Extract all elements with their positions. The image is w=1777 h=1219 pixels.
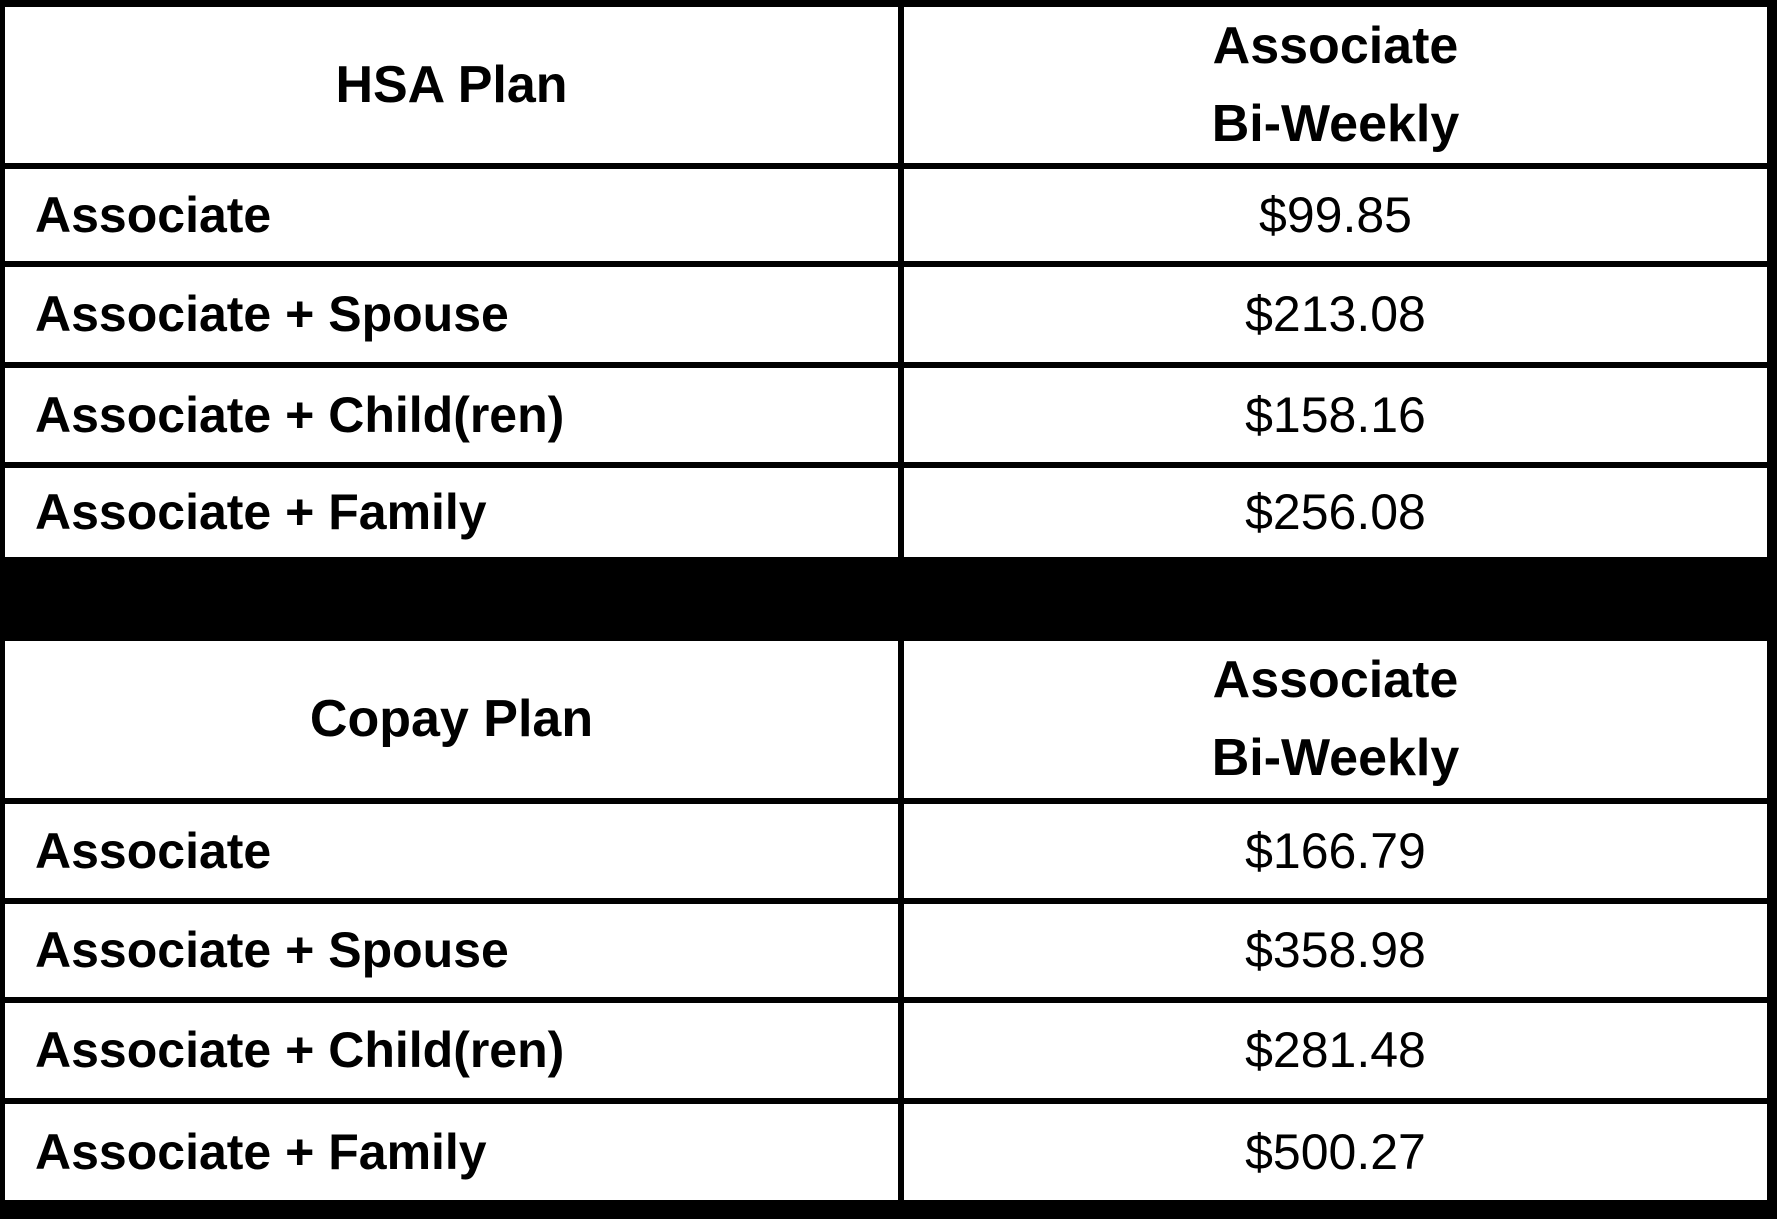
column-header-cell: Associate Bi-Weekly	[904, 7, 1767, 163]
coverage-tier-cell: Associate	[5, 803, 904, 898]
rate-value: $281.48	[1245, 1022, 1426, 1079]
table-row: Associate + Child(ren) $158.16	[5, 361, 1767, 462]
rate-cell: $166.79	[904, 804, 1767, 898]
rate-value: $500.27	[1245, 1124, 1426, 1181]
coverage-tier-cell: Associate + Child(ren)	[5, 1002, 904, 1099]
rate-cell: $99.85	[904, 169, 1767, 261]
coverage-tier-label: Associate + Spouse	[35, 922, 509, 979]
rate-cell: $213.08	[904, 267, 1767, 362]
column-header-line2: Bi-Weekly	[1211, 729, 1460, 788]
rate-value: $358.98	[1245, 922, 1426, 979]
coverage-tier-cell: Associate + Family	[5, 1104, 904, 1200]
table-row: Associate $166.79	[5, 797, 1767, 898]
table-divider-band	[0, 557, 1777, 641]
coverage-tier-label: Associate + Spouse	[35, 286, 509, 343]
rate-value: $158.16	[1245, 386, 1426, 443]
column-header-line2: Bi-Weekly	[1211, 95, 1460, 153]
coverage-tier-cell: Associate + Child(ren)	[5, 367, 904, 462]
plan-title: HSA Plan	[335, 56, 568, 114]
coverage-tier-label: Associate + Family	[35, 484, 487, 541]
table-header-row: Copay Plan Associate Bi-Weekly	[5, 641, 1767, 798]
table-row: Associate + Family $256.08	[5, 461, 1767, 557]
coverage-tier-cell: Associate	[5, 169, 904, 262]
table-row: Associate $99.85	[5, 163, 1767, 262]
rate-cell: $281.48	[904, 1003, 1767, 1099]
coverage-tier-label: Associate + Child(ren)	[35, 386, 565, 443]
coverage-tier-label: Associate	[35, 822, 272, 879]
plan-title-cell: HSA Plan	[5, 7, 904, 163]
rate-value: $99.85	[1259, 187, 1412, 244]
plan-title: Copay Plan	[309, 690, 594, 749]
rate-value: $213.08	[1245, 286, 1426, 343]
coverage-tier-label: Associate + Family	[35, 1124, 487, 1181]
column-header-line1: Associate	[1212, 651, 1459, 710]
rate-cell: $358.98	[904, 904, 1767, 997]
hsa-plan-table: HSA Plan Associate Bi-Weekly Associate $…	[5, 7, 1767, 557]
rate-value: $166.79	[1245, 822, 1426, 879]
copay-plan-table: Copay Plan Associate Bi-Weekly Associate…	[5, 641, 1767, 1200]
column-header: Associate Bi-Weekly	[1212, 641, 1460, 797]
table-row: Associate + Family $500.27	[5, 1098, 1767, 1200]
table-row: Associate + Spouse $213.08	[5, 261, 1767, 362]
rate-cell: $500.27	[904, 1104, 1767, 1200]
rate-cell: $256.08	[904, 468, 1767, 557]
coverage-tier-label: Associate	[35, 187, 272, 244]
table-row: Associate + Child(ren) $281.48	[5, 996, 1767, 1099]
rate-value: $256.08	[1245, 484, 1426, 541]
column-header: Associate Bi-Weekly	[1212, 7, 1460, 163]
coverage-tier-label: Associate + Child(ren)	[35, 1022, 565, 1079]
table-header-row: HSA Plan Associate Bi-Weekly	[5, 7, 1767, 163]
coverage-tier-cell: Associate + Spouse	[5, 267, 904, 362]
column-header-cell: Associate Bi-Weekly	[904, 641, 1767, 798]
coverage-tier-cell: Associate + Family	[5, 467, 904, 557]
rate-cell: $158.16	[904, 368, 1767, 462]
table-row: Associate + Spouse $358.98	[5, 897, 1767, 997]
plan-title-cell: Copay Plan	[5, 641, 904, 798]
coverage-tier-cell: Associate + Spouse	[5, 903, 904, 997]
bottom-border-bar	[0, 1200, 1777, 1219]
column-header-line1: Associate	[1212, 17, 1459, 75]
